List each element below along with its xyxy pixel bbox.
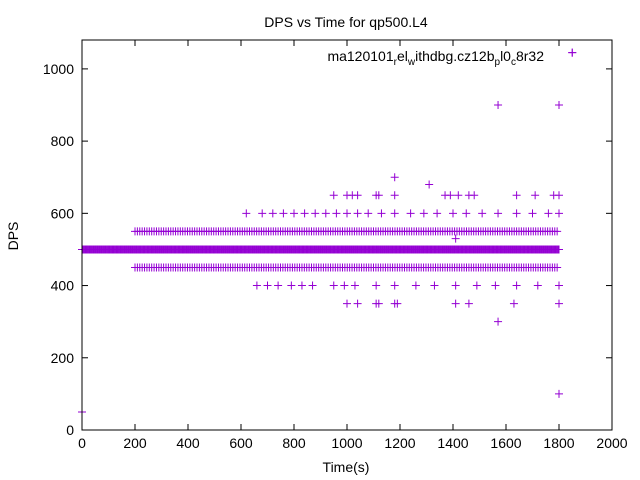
- data-point: [430, 281, 439, 290]
- data-point: [449, 209, 457, 218]
- data-point: [353, 191, 362, 200]
- data-point: [555, 299, 563, 308]
- data-point: [274, 281, 283, 290]
- data-point: [533, 281, 542, 290]
- data-point: [446, 191, 455, 200]
- data-point: [390, 191, 399, 200]
- data-point: [494, 101, 503, 109]
- data-point: [464, 299, 473, 308]
- y-tick-label: 400: [51, 278, 75, 294]
- data-point: [390, 281, 399, 290]
- data-point: [353, 209, 362, 218]
- data-point: [377, 209, 386, 218]
- data-point: [343, 299, 351, 308]
- data-point: [555, 191, 563, 200]
- data-point: [300, 209, 309, 218]
- x-tick-label: 2000: [596, 435, 627, 451]
- x-tick-label: 200: [123, 435, 147, 451]
- data-point: [555, 389, 563, 398]
- data-point: [451, 234, 460, 243]
- data-point: [555, 209, 563, 218]
- x-tick-label: 1400: [437, 435, 468, 451]
- data-point: [297, 281, 306, 290]
- data-point: [433, 209, 442, 218]
- data-point: [390, 173, 399, 182]
- data-point: [372, 281, 381, 290]
- data-point: [478, 209, 487, 218]
- data-point: [321, 209, 330, 218]
- data-point: [494, 317, 503, 326]
- data-point: [268, 209, 277, 218]
- legend-key: [568, 48, 577, 57]
- data-point: [311, 209, 320, 218]
- x-axis-label: Time(s): [323, 459, 370, 475]
- legend-label: ma120101relwithdbg.cz12bpl0c8r32: [327, 48, 544, 68]
- x-tick-label: 800: [282, 435, 306, 451]
- data-point: [340, 281, 349, 290]
- y-tick-label: 1000: [43, 61, 74, 77]
- y-tick-label: 200: [51, 350, 75, 366]
- data-point: [374, 191, 383, 200]
- x-tick-label: 0: [78, 435, 86, 451]
- data-point: [494, 209, 503, 218]
- data-point: [555, 281, 563, 290]
- data-point: [406, 209, 415, 218]
- data-point: [512, 191, 521, 200]
- x-tick-label: 600: [229, 435, 253, 451]
- x-tick-label: 1200: [384, 435, 415, 451]
- x-tick-label: 1000: [331, 435, 362, 451]
- data-point: [544, 209, 553, 218]
- data-point: [451, 281, 460, 290]
- chart-title: DPS vs Time for qp500.L4: [264, 14, 428, 30]
- data-point: [390, 209, 399, 218]
- data-point: [425, 180, 434, 189]
- data-point: [290, 209, 298, 218]
- data-point: [279, 209, 288, 218]
- data-point: [555, 245, 563, 254]
- data-point: [512, 281, 521, 290]
- data-point: [350, 281, 359, 290]
- data-point: [329, 191, 338, 200]
- data-point: [411, 281, 420, 290]
- data-point: [528, 209, 537, 218]
- data-point: [343, 209, 351, 218]
- data-point: [364, 209, 373, 218]
- y-axis-label: DPS: [5, 222, 21, 251]
- data-point: [308, 281, 317, 290]
- axes: 0 200 400 600 800 1000 1200 1400 1600 1800 2000 0 20…: [43, 39, 628, 451]
- data-point: [258, 209, 267, 218]
- x-tick-label: 1800: [543, 435, 574, 451]
- data-point: [470, 191, 479, 200]
- data-point: [509, 299, 518, 308]
- data-point: [252, 281, 261, 290]
- y-tick-label: 800: [51, 133, 75, 149]
- data-point: [454, 191, 463, 200]
- data-point: [462, 209, 471, 218]
- data-point: [555, 101, 563, 109]
- data-point: [374, 299, 383, 308]
- data-point: [553, 263, 562, 272]
- data-point: [451, 299, 460, 308]
- data-point: [491, 281, 500, 290]
- data-point: [332, 209, 341, 218]
- data-point: [287, 281, 296, 290]
- y-tick-label: 600: [51, 205, 75, 221]
- data-point: [329, 281, 338, 290]
- y-tick-label: 0: [66, 422, 74, 438]
- data-point: [242, 209, 251, 218]
- data-point: [531, 191, 540, 200]
- data-point: [512, 209, 521, 218]
- data-point: [472, 281, 481, 290]
- data-point: [353, 299, 362, 308]
- x-tick-label: 1600: [490, 435, 521, 451]
- legend-marker: [568, 48, 577, 57]
- x-tick-label: 400: [176, 435, 200, 451]
- data-point: [419, 209, 428, 218]
- data-point: [263, 281, 272, 290]
- data-point: [393, 299, 402, 308]
- data-point: [553, 227, 562, 236]
- scatter-points: [78, 48, 577, 416]
